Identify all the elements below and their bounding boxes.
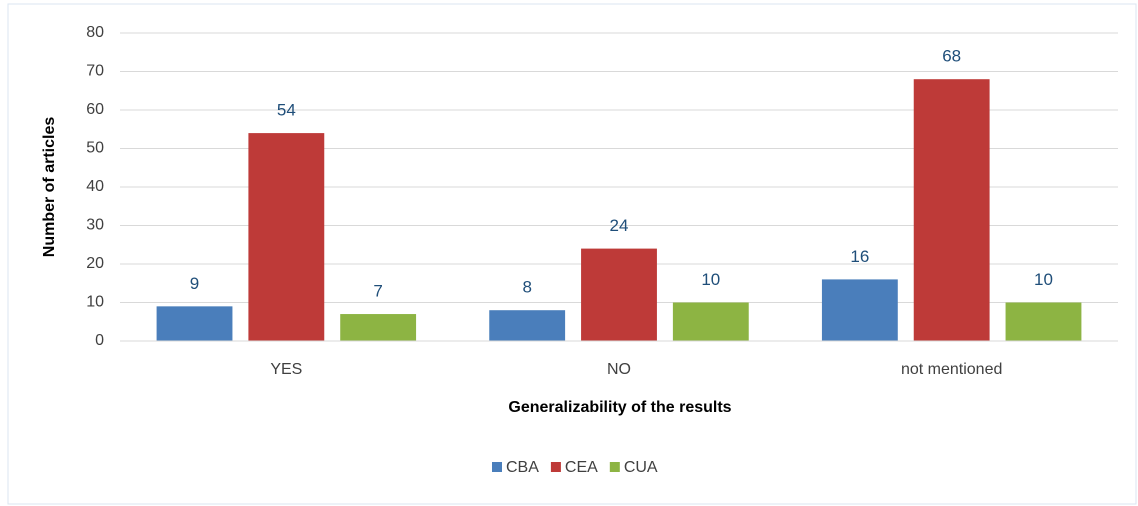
bar [248,133,325,341]
legend-swatch [550,462,561,472]
y-tick-label: 80 [86,24,104,41]
bar [156,306,233,341]
y-axis-title: Number of articles [41,117,58,258]
legend-label: CUA [624,459,658,476]
data-label: 7 [373,282,382,301]
y-tick-label: 20 [86,255,104,272]
bar [1005,302,1082,341]
bar [489,310,566,341]
x-tick-label: YES [270,361,302,378]
data-label: 24 [610,216,629,235]
y-tick-label: 70 [86,63,104,80]
data-label: 54 [277,101,296,120]
data-label: 10 [1034,270,1053,289]
y-tick-label: 10 [86,294,104,311]
x-axis-title: Generalizability of the results [508,399,731,416]
data-label: 10 [701,270,720,289]
legend-label: CBA [506,459,539,476]
y-tick-label: 60 [86,101,104,118]
x-tick-label: not mentioned [901,361,1002,378]
legend-label: CEA [565,459,598,476]
data-label: 9 [190,274,199,293]
bar [340,314,417,341]
y-tick-label: 30 [86,217,104,234]
bar [672,302,749,341]
bar [581,248,657,341]
data-label: 8 [522,278,531,297]
legend-swatch [609,462,620,472]
data-label: 68 [942,47,961,66]
legend-swatch [492,462,502,472]
y-tick-label: 0 [95,332,104,349]
y-tick-label: 40 [86,178,104,195]
chart-frame [7,3,1137,505]
data-label: 16 [850,247,869,266]
y-tick-label: 50 [86,140,104,157]
x-tick-label: NO [607,361,631,378]
bar [821,279,898,341]
bar [913,79,990,341]
